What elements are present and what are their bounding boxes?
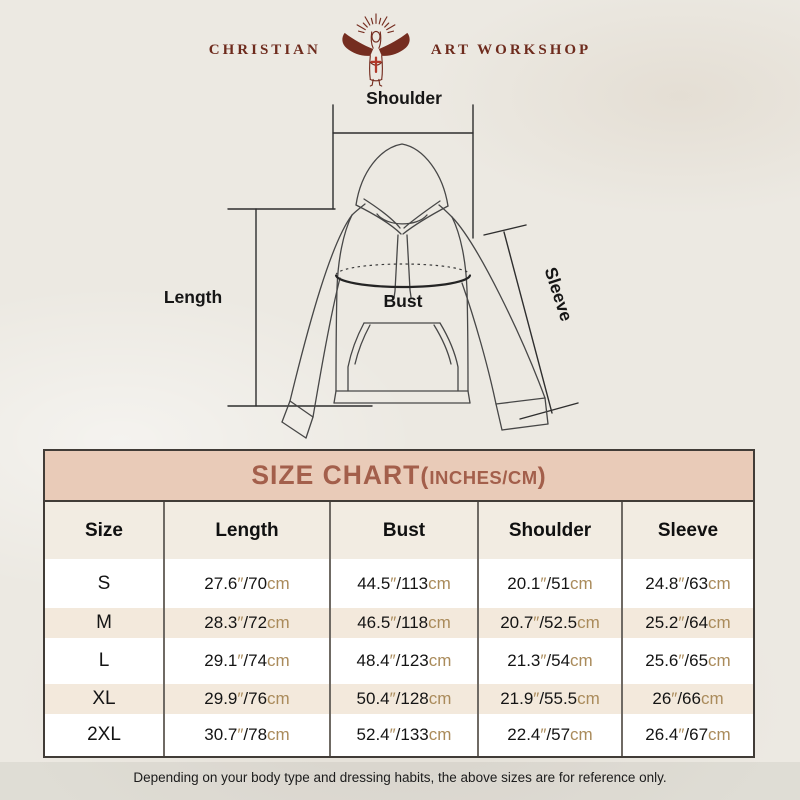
brand-logo: CHRISTIAN bbox=[0, 10, 800, 90]
left-sleeve bbox=[281, 214, 353, 439]
column-header-size: Size bbox=[84, 519, 124, 541]
cross-icon bbox=[370, 56, 382, 73]
length-label: Length bbox=[164, 287, 222, 307]
size-row-S: S 27.6″/70cm 44.5″/113cm 20.1″/51cm 24.8″/63… bbox=[45, 559, 753, 608]
size-label: XL bbox=[92, 688, 116, 709]
footer-note: Depending on your body type and dressing… bbox=[133, 770, 667, 785]
paper-texture bbox=[0, 762, 800, 800]
length-measure-lines bbox=[227, 208, 373, 407]
size-chart-title: SIZE CHART(INCHES/CM) bbox=[45, 451, 753, 502]
hoodie-measurement-diagram: Shoulder Length Bust Sleeve bbox=[164, 88, 579, 439]
size-row-L: L 29.1″/74cm 48.4″/123cm 21.3″/54cm 25.6″/65… bbox=[45, 638, 753, 684]
length-value: 29.9″/76cm bbox=[163, 684, 330, 714]
size-label: M bbox=[96, 612, 112, 633]
column-header-shoulder: Shoulder bbox=[477, 502, 622, 559]
title-units: INCHES/CM bbox=[429, 467, 538, 488]
sleeve-measure-lines bbox=[483, 224, 579, 420]
sleeve-label: Sleeve bbox=[541, 265, 577, 324]
size-label: 2XL bbox=[87, 724, 121, 745]
size-label: L bbox=[98, 650, 110, 671]
column-header-length: Length bbox=[163, 502, 330, 559]
bust-value: 52.4″/133cm bbox=[329, 714, 478, 756]
length-value: 29.1″/74cm bbox=[163, 638, 330, 684]
bust-value: 44.5″/113cm bbox=[329, 559, 478, 608]
brand-name-right: ART WORKSHOP bbox=[430, 41, 592, 58]
shoulder-value: 22.4″/57cm bbox=[477, 714, 622, 756]
right-sleeve bbox=[451, 216, 549, 431]
sleeve-value: 25.6″/65cm bbox=[621, 638, 753, 684]
size-row-2XL: 2XL 30.7″/78cm 52.4″/133cm 22.4″/57cm 26.4″/… bbox=[45, 714, 753, 756]
shoulder-value: 21.9″/55.5cm bbox=[477, 684, 622, 714]
shoulder-label: Shoulder bbox=[366, 88, 442, 108]
bust-label: Bust bbox=[384, 291, 423, 311]
bust-value: 50.4″/128cm bbox=[329, 684, 478, 714]
bust-value: 46.5″/118cm bbox=[329, 608, 478, 638]
drawstrings bbox=[393, 234, 412, 299]
jesus-rays-cross-icon bbox=[342, 13, 410, 87]
size-label: S bbox=[97, 572, 111, 594]
brand-name-left: CHRISTIAN bbox=[208, 41, 321, 58]
bust-value: 48.4″/123cm bbox=[329, 638, 478, 684]
length-value: 28.3″/72cm bbox=[163, 608, 330, 638]
shoulder-measure-lines bbox=[332, 104, 474, 239]
sleeve-value: 26″/66cm bbox=[621, 684, 753, 714]
length-value: 27.6″/70cm bbox=[163, 559, 330, 608]
size-row-XL: XL 29.9″/76cm 50.4″/128cm 21.9″/55.5cm 26″/6… bbox=[45, 684, 753, 714]
shoulder-value: 20.7″/52.5cm bbox=[477, 608, 622, 638]
size-table-body: S 27.6″/70cm 44.5″/113cm 20.1″/51cm 24.8″/63… bbox=[45, 559, 753, 756]
sleeve-value: 25.2″/64cm bbox=[621, 608, 753, 638]
column-header-bust: Bust bbox=[329, 502, 478, 559]
sleeve-value: 26.4″/67cm bbox=[621, 714, 753, 756]
size-row-M: M 28.3″/72cm 46.5″/118cm 20.7″/52.5cm 25.2″/… bbox=[45, 608, 753, 638]
column-header-sleeve: Sleeve bbox=[621, 502, 753, 559]
shoulder-value: 20.1″/51cm bbox=[477, 559, 622, 608]
kangaroo-pocket bbox=[347, 322, 459, 392]
bust-line-front bbox=[334, 274, 472, 289]
title-main: SIZE CHART bbox=[251, 460, 421, 490]
hood-outline bbox=[355, 143, 449, 235]
size-chart-table: SIZE CHART(INCHES/CM) Size Length Bust S… bbox=[43, 449, 755, 758]
shoulder-value: 21.3″/54cm bbox=[477, 638, 622, 684]
bust-line-back bbox=[335, 263, 471, 276]
size-table: Size Length Bust Shoulder Sleeve S 27.6″/… bbox=[45, 502, 753, 756]
column-header-row: Size Length Bust Shoulder Sleeve bbox=[45, 502, 753, 559]
sleeve-value: 24.8″/63cm bbox=[621, 559, 753, 608]
length-value: 30.7″/78cm bbox=[163, 714, 330, 756]
